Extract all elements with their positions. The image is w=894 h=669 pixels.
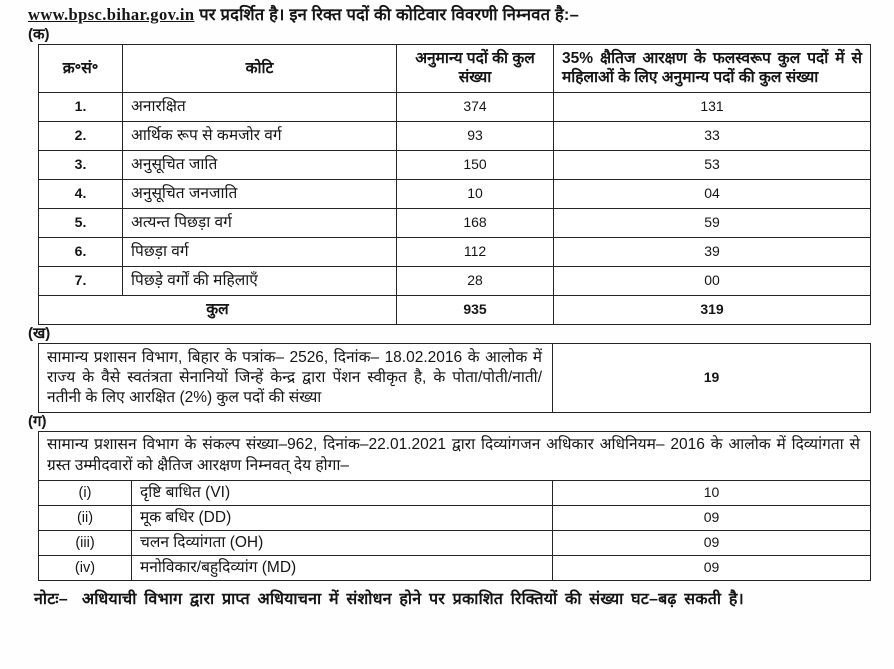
table-row: (iv) मनोविकार/बहुदिव्यांग (MD) 09: [38, 555, 871, 582]
table-row: (iii) चलन दिव्यांगता (OH) 09: [38, 530, 871, 557]
description-cell: सामान्य प्रशासन विभाग, बिहार के पत्रांक–…: [38, 342, 553, 414]
serial-cell: (i): [38, 480, 132, 507]
category-cell: अत्यन्त पिछड़ा वर्ग: [122, 207, 397, 238]
women-posts-sum-cell: 319: [553, 294, 871, 325]
section-a-marker: (क): [28, 26, 50, 43]
serial-cell: 5.: [38, 207, 123, 238]
total-posts-cell: 168: [396, 207, 554, 238]
table-row: 6. पिछड़ा वर्ग 112 39: [38, 236, 871, 267]
table-row: 7. पिछड़े वर्गों की महिलाएँ 28 00: [38, 265, 871, 296]
value-cell: 09: [552, 555, 871, 582]
serial-cell: (iv): [38, 555, 132, 582]
category-cell: चलन दिव्यांगता (OH): [131, 530, 553, 557]
table-row: (i) दृष्टि बाधित (VI) 10: [38, 480, 871, 507]
women-posts-cell: 00: [553, 265, 871, 296]
serial-cell: 4.: [38, 178, 123, 209]
col-header-category: कोटि: [122, 44, 397, 93]
note-text: अधियाची विभाग द्वारा प्राप्त अधियाचना मे…: [81, 591, 744, 609]
table-header-row: क्र॰सं॰ कोटि अनुमान्य पदों की कुल संख्या…: [38, 44, 871, 93]
serial-cell: (ii): [38, 505, 132, 532]
section-c-marker: (ग): [28, 413, 47, 431]
women-posts-cell: 131: [553, 91, 871, 122]
women-posts-cell: 53: [553, 149, 871, 180]
category-vacancy-table: क्र॰सं॰ कोटि अनुमान्य पदों की कुल संख्या…: [38, 44, 871, 325]
total-posts-cell: 112: [396, 236, 554, 267]
note-label: नोटः–: [34, 591, 68, 609]
women-posts-cell: 04: [553, 178, 871, 209]
total-posts-cell: 150: [396, 149, 554, 180]
table-row: (ii) मूक बधिर (DD) 09: [38, 505, 871, 532]
category-cell: अनुसूचित जाति: [122, 149, 397, 180]
table-row: सामान्य प्रशासन विभाग के संकल्प संख्या–9…: [38, 431, 871, 482]
intro-line: www.bpsc.bihar.gov.in पर प्रदर्शित है। इ…: [28, 2, 880, 25]
table-row: 1. अनारक्षित 374 131: [38, 91, 871, 122]
serial-cell: 6.: [38, 236, 123, 267]
table-row: 2. आर्थिक रूप से कमजोर वर्ग 93 33: [38, 120, 871, 151]
col-header-women-posts: 35% क्षैतिज आरक्षण के फलस्वरूप कुल पदों …: [553, 44, 871, 93]
women-posts-cell: 39: [553, 236, 871, 267]
table-row: 5. अत्यन्त पिछड़ा वर्ग 168 59: [38, 207, 871, 238]
bpsc-url-text: www.bpsc.bihar.gov.in: [28, 5, 195, 24]
total-posts-cell: 28: [396, 265, 554, 296]
section-b-marker: (ख): [28, 324, 51, 342]
serial-cell: 1.: [38, 91, 123, 122]
category-cell: मूक बधिर (DD): [131, 505, 553, 532]
table-row: सामान्य प्रशासन विभाग, बिहार के पत्रांक–…: [38, 342, 871, 414]
category-cell: दृष्टि बाधित (VI): [131, 480, 553, 507]
table-row: 4. अनुसूचित जनजाति 10 04: [38, 178, 871, 209]
value-cell: 09: [552, 530, 871, 557]
category-cell: पिछड़े वर्गों की महिलाएँ: [122, 265, 397, 296]
serial-cell: (iii): [38, 530, 132, 557]
serial-cell: 3.: [38, 149, 123, 180]
serial-cell: 7.: [38, 265, 123, 296]
col-header-serial: क्र॰सं॰: [38, 44, 123, 93]
category-cell: पिछड़ा वर्ग: [122, 236, 397, 267]
total-label-cell: कुल: [38, 294, 397, 325]
freedom-fighter-quota-table: सामान्य प्रशासन विभाग, बिहार के पत्रांक–…: [38, 342, 871, 414]
intro-text: पर प्रदर्शित है। इन रिक्त पदों की कोटिवा…: [194, 6, 579, 24]
total-posts-cell: 10: [396, 178, 554, 209]
category-cell: मनोविकार/बहुदिव्यांग (MD): [131, 555, 553, 582]
category-cell: आर्थिक रूप से कमजोर वर्ग: [122, 120, 397, 151]
women-posts-cell: 59: [553, 207, 871, 238]
total-row: कुल 935 319: [38, 294, 871, 325]
value-cell: 19: [552, 342, 871, 414]
category-cell: अनारक्षित: [122, 91, 397, 122]
total-posts-cell: 93: [396, 120, 554, 151]
col-header-total-posts: अनुमान्य पदों की कुल संख्या: [396, 44, 554, 93]
table-row: 3. अनुसूचित जाति 150 53: [38, 149, 871, 180]
note: नोटः– अधियाची विभाग द्वारा प्राप्त अधियाच…: [34, 588, 894, 611]
serial-cell: 2.: [38, 120, 123, 151]
category-cell: अनुसूचित जनजाति: [122, 178, 397, 209]
disability-reservation-table: सामान्य प्रशासन विभाग के संकल्प संख्या–9…: [38, 431, 871, 582]
value-cell: 10: [552, 480, 871, 507]
total-posts-sum-cell: 935: [396, 294, 554, 325]
total-posts-cell: 374: [396, 91, 554, 122]
value-cell: 09: [552, 505, 871, 532]
women-posts-cell: 33: [553, 120, 871, 151]
description-cell: सामान्य प्रशासन विभाग के संकल्प संख्या–9…: [38, 431, 871, 482]
